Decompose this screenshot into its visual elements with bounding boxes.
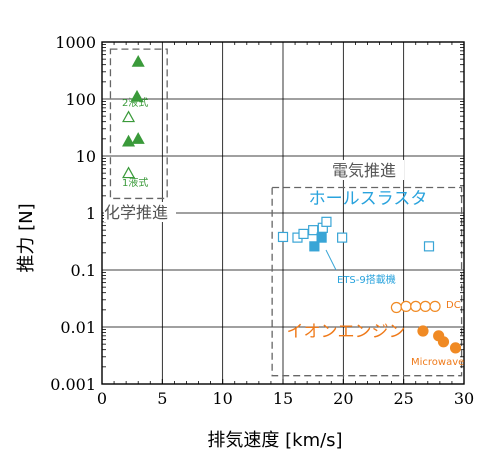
- dc-label: DC: [446, 300, 461, 311]
- ion-engine-point: [419, 300, 431, 312]
- x-tick-label: 10: [212, 389, 232, 408]
- ion-engine-point: [390, 301, 403, 314]
- ion-engine-point: [400, 300, 412, 312]
- electric-label-bg: [324, 160, 404, 180]
- chemical-point: [122, 110, 136, 123]
- tick-labels: 0 5 10 15 20 25 30 0.001 0.01 0.1 1 10 100 1000: [50, 33, 474, 408]
- x-tick-label: 25: [393, 389, 413, 408]
- hall-thruster-point: [277, 231, 289, 243]
- ion-engine-point: [437, 336, 450, 348]
- ion-engine-point: [429, 300, 441, 312]
- hall-thruster-point: [423, 241, 435, 252]
- hall-thruster-point: [337, 232, 348, 243]
- x-tick-label: 20: [333, 389, 353, 408]
- chemical-point: [122, 166, 136, 179]
- y-tick-label: 0.001: [50, 375, 96, 394]
- chemical-point: [131, 132, 145, 144]
- ets9-label: ETS-9搭載機: [337, 273, 396, 286]
- ets9-leader-line: [325, 249, 337, 271]
- chemical-point: [122, 134, 136, 147]
- ion-engine-point: [417, 325, 429, 337]
- hall-thruster-point: [321, 216, 332, 227]
- y-tick-label: 10: [76, 147, 96, 166]
- y-tick-label: 1: [86, 204, 96, 223]
- y-tick-label: 1000: [55, 33, 96, 52]
- y-tick-label: 0.01: [60, 318, 96, 337]
- ion-engine-point: [449, 342, 462, 354]
- y-tick-label: 0.1: [71, 261, 96, 280]
- hall-thruster-point: [308, 225, 319, 236]
- y-axis-label: 推力 [N]: [16, 203, 37, 272]
- microwave-label: Microwave: [411, 357, 464, 368]
- x-tick-label: 5: [157, 389, 167, 408]
- chemical-propulsion-label: 化学推進: [104, 203, 168, 222]
- chemical-point: [131, 55, 145, 67]
- ion-engine-label: イオンエンジン: [287, 322, 406, 342]
- x-tick-label: 15: [273, 389, 293, 408]
- x-tick-label: 0: [97, 389, 107, 408]
- hall-thruster-point: [309, 241, 320, 252]
- ion-engine-point: [410, 300, 422, 312]
- group-box: [109, 48, 168, 200]
- x-axis-label: 排気速度 [km/s]: [207, 430, 342, 451]
- group-box: [271, 186, 463, 377]
- hall-thruster-point: [316, 232, 327, 243]
- group-boxes: [109, 48, 463, 377]
- monopropellant-label: 1液式: [122, 176, 148, 189]
- y-tick-label: 100: [65, 90, 96, 109]
- chemical-point: [130, 89, 144, 102]
- bipropellant-label: 2液式: [122, 96, 148, 109]
- hall-thruster-point: [298, 228, 309, 239]
- chemical-label-bg: [104, 202, 176, 222]
- electric-propulsion-label: 電気推進: [332, 161, 396, 180]
- data-points: [122, 55, 462, 354]
- x-tick-label: 30: [454, 389, 474, 408]
- hall-thruster-label: ホールスラスタ: [309, 189, 428, 209]
